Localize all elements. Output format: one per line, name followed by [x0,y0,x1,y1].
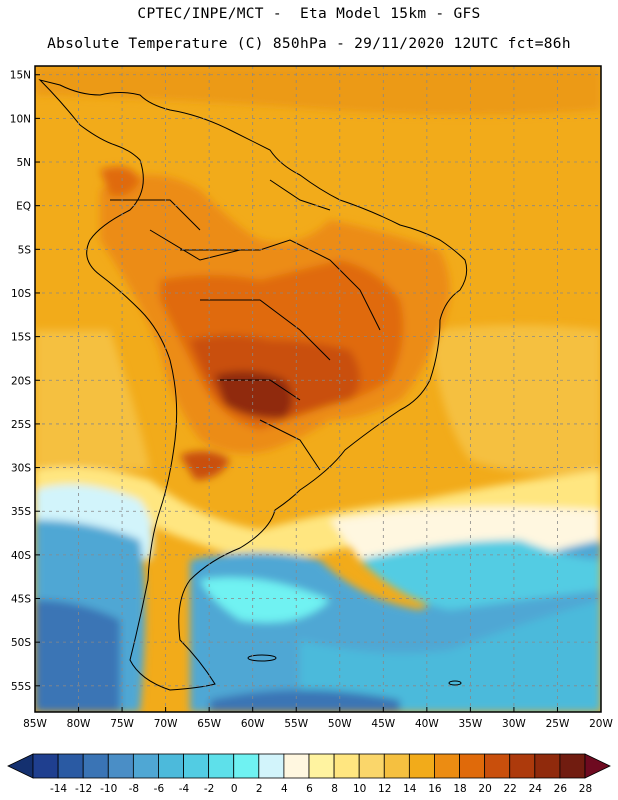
colorbar-swatch [32,753,59,779]
colorbar-label: 12 [378,783,391,795]
colorbar-label: 20 [478,783,491,795]
lon-label: 70W [154,718,178,730]
colorbar-label: -4 [179,783,190,795]
colorbar-swatch [534,753,561,779]
map-title-line-1: CPTEC/INPE/MCT - Eta Model 15km - GFS [137,6,481,22]
colorbar-swatch [283,753,310,779]
lat-label: 50S [11,637,31,649]
temperature-field [35,66,601,712]
lat-label: 20S [11,375,31,387]
colorbar-label: -10 [100,783,117,795]
colorbar-label: 16 [428,783,442,795]
lon-label: 85W [23,718,47,730]
colorbar-label: -6 [154,783,165,795]
lon-label: 50W [328,718,352,730]
map-title-line-2: Absolute Temperature (C) 850hPa - 29/11/… [47,36,571,52]
latitude-labels: 15N 10N 5N EQ 5S 10S 15S 20S 25S 30S 35S 40S 45S 50S 5… [10,70,40,693]
colorbar-swatch [434,753,460,779]
lat-label: 15N [10,70,31,82]
colorbar-label: 8 [331,783,338,795]
colorbar-boxes [7,753,611,779]
longitude-labels: 85W 80W 75W 70W 65W 60W 55W 50W 45W 40W 35W 30W 25W 2… [23,707,613,730]
lon-label: 75W [110,718,134,730]
colorbar-label: 18 [453,783,466,795]
lat-label: 30S [11,463,31,475]
lon-label: 30W [502,718,526,730]
colorbar-swatch [183,753,210,779]
lon-label: 20W [589,718,613,730]
graticule [34,66,602,712]
lat-label: 40S [11,550,31,562]
colorbar-label: 28 [579,783,592,795]
lat-label: 15S [11,332,31,344]
lat-label: 5S [18,244,32,256]
lon-label: 40W [415,718,439,730]
lat-label: 10N [10,113,31,125]
lat-label: 10S [11,288,31,300]
colorbar-swatch [484,753,511,779]
colorbar-label: 24 [529,783,543,795]
colorbar-swatch [233,753,260,779]
colorbar-swatch [107,753,134,779]
lat-label: 45S [11,594,31,606]
colorbar-label: 26 [554,783,568,795]
lat-label: EQ [16,201,31,213]
lon-label: 80W [67,718,91,730]
colorbar-swatch [459,753,486,779]
colorbar-labels: -14 -12 -10 -8 -6 -4 -2 0 2 4 6 8 10 12 14 16 18 20 22 24 26… [50,783,592,795]
colorbar-label: 4 [281,783,288,795]
colorbar-label: 22 [503,783,516,795]
colorbar-label: -14 [50,783,67,795]
colorbar-swatch [308,753,335,779]
colorbar-label: 2 [256,783,263,795]
colorbar-swatch [559,753,586,779]
colorbar-swatch [158,753,184,779]
colorbar-label: -2 [204,783,214,795]
map-frame [34,65,602,713]
colorbar-swatch [358,753,385,779]
lon-label: 45W [371,718,395,730]
colorbar-low-arrow [7,753,34,779]
colorbar-label: 14 [403,783,417,795]
colorbar-swatch [258,753,285,779]
colorbar-label: -12 [75,783,92,795]
colorbar-swatch [333,753,360,779]
lat-label: 5N [16,157,31,169]
colorbar-label: -8 [129,783,139,795]
colorbar-swatch [57,753,84,779]
lat-label: 55S [11,681,31,693]
lon-label: 60W [241,718,265,730]
colorbar-label: 6 [306,783,313,795]
colorbar-swatch [509,753,536,779]
lon-label: 25W [546,718,570,730]
colorbar-swatch [408,753,435,779]
colorbar-swatch [82,753,109,779]
colorbar-swatch [383,753,410,779]
coastlines [38,79,468,691]
colorbar-label: 0 [231,783,238,795]
lon-label: 35W [459,718,483,730]
colorbar-high-arrow [584,753,611,779]
lat-label: 35S [11,506,31,518]
lon-label: 55W [284,718,308,730]
colorbar-label: 10 [353,783,366,795]
lon-label: 65W [197,718,221,730]
lat-label: 25S [11,419,31,431]
colorbar-swatch [208,753,235,779]
colorbar-swatch [132,753,159,779]
